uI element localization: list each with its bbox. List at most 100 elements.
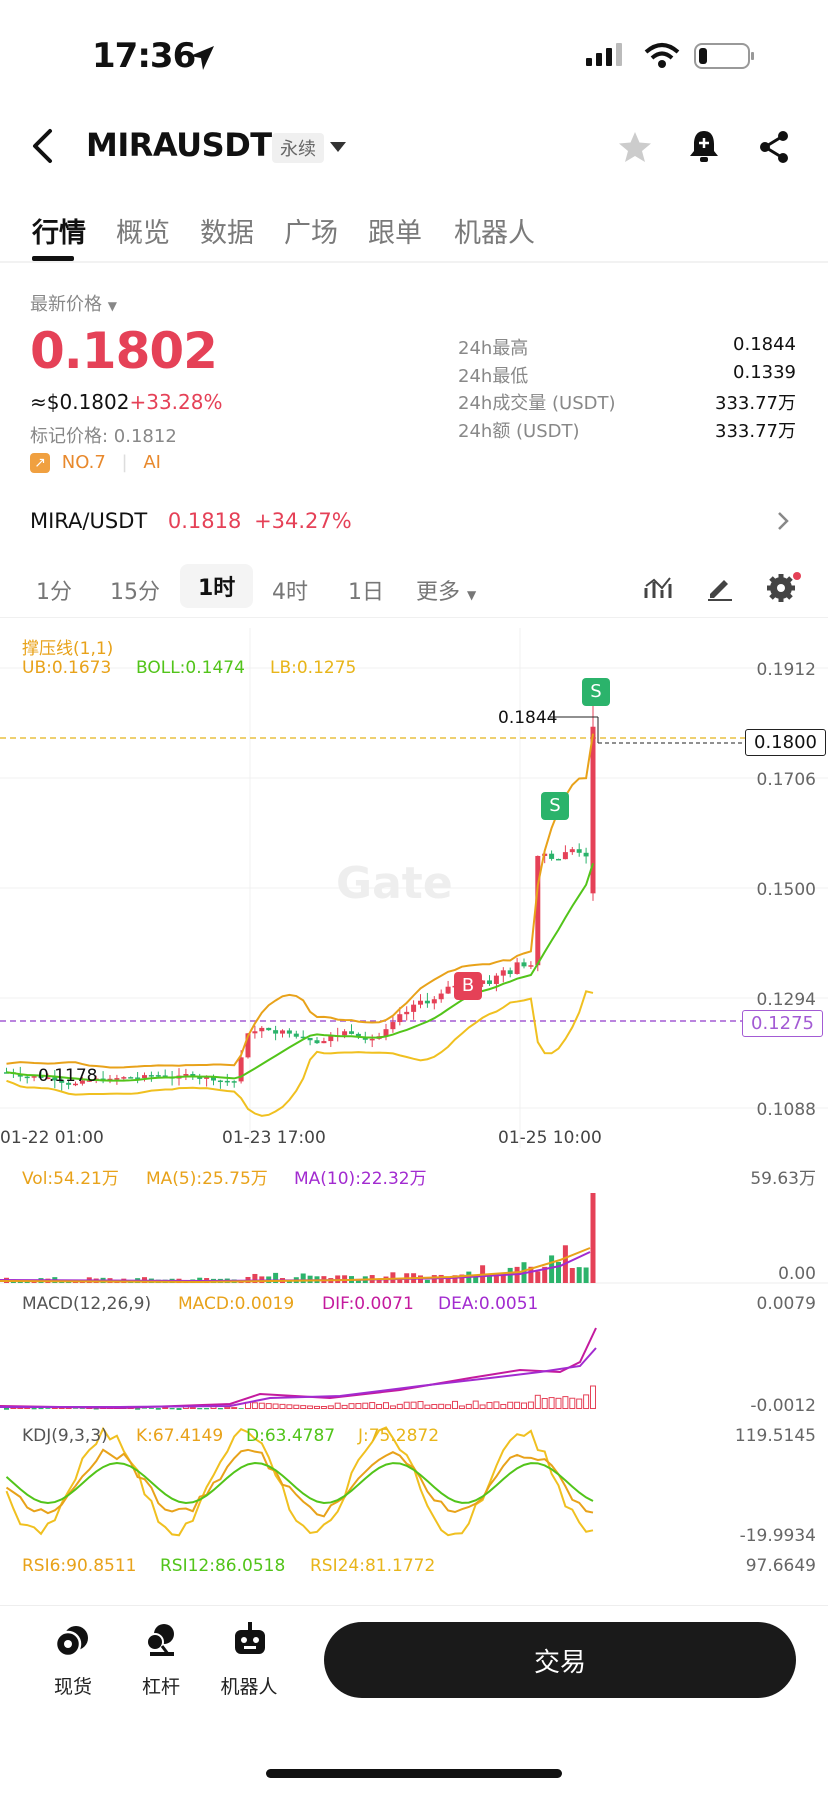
candle-body — [259, 1027, 265, 1032]
spot-pair-row[interactable]: MIRA/USDT 0.1818 +34.27% — [30, 509, 800, 533]
macd-bar — [265, 1403, 272, 1409]
battery-icon — [694, 43, 754, 69]
macd-bar — [500, 1404, 507, 1410]
y-tick: 0.1294 — [756, 990, 816, 1010]
tab-square[interactable]: 广场 — [284, 218, 338, 249]
contract-badge: 永续 — [272, 133, 324, 163]
macd-bar — [383, 1402, 389, 1409]
spot-coin-icon[interactable] — [56, 1624, 90, 1658]
kdj-d-line — [5, 1461, 594, 1505]
candlestick-chart[interactable]: Gate — [0, 628, 828, 1148]
stat-value-low: 0.1339 — [733, 362, 796, 383]
candle-body — [66, 1082, 72, 1085]
back-icon[interactable] — [30, 128, 56, 164]
share-icon[interactable] — [758, 130, 790, 164]
margin-icon[interactable] — [144, 1622, 180, 1658]
tab-overview[interactable]: 概览 — [116, 218, 170, 249]
indicator-icon[interactable] — [644, 574, 674, 602]
candle-body — [562, 852, 568, 860]
candle-body — [31, 1076, 37, 1078]
candle-body — [556, 858, 561, 861]
candle-body — [569, 849, 575, 853]
tab-data[interactable]: 数据 — [200, 218, 254, 249]
x-tick: 01-23 17:00 — [222, 1128, 326, 1148]
y-tick: 0.1912 — [756, 660, 816, 680]
candle-body — [204, 1077, 210, 1079]
macd-bar — [583, 1394, 590, 1410]
macd-bar — [438, 1403, 445, 1409]
candle-body — [73, 1083, 78, 1086]
macd-bar — [79, 1408, 85, 1409]
candle-body — [445, 986, 451, 994]
candle-body — [224, 1080, 230, 1083]
candle-body — [424, 1000, 430, 1004]
macd-bar — [569, 1397, 576, 1409]
macd-bar — [38, 1408, 44, 1410]
volume-bar — [424, 1279, 430, 1283]
pair-change: +34.27% — [254, 509, 352, 533]
buy-marker[interactable]: B — [454, 972, 482, 1000]
sell-marker[interactable]: S — [582, 678, 610, 706]
candle-body — [266, 1027, 272, 1031]
active-tab-indicator — [32, 256, 74, 261]
lb-value: LB:0.1275 — [270, 658, 357, 678]
macd-axis-bottom: -0.0012 — [750, 1396, 816, 1416]
macd-bar — [465, 1403, 472, 1410]
period-1h[interactable]: 1时 — [180, 564, 254, 608]
tab-market[interactable]: 行情 — [32, 218, 86, 249]
period-4h[interactable]: 4时 — [272, 580, 308, 605]
macd-bar — [458, 1405, 465, 1410]
candle-body — [390, 1022, 396, 1030]
period-15m[interactable]: 15分 — [110, 580, 160, 605]
chevron-down-icon[interactable] — [329, 141, 347, 153]
nav-bot[interactable]: 机器人 — [220, 1676, 278, 1698]
candle-body — [535, 855, 541, 966]
macd-value: MACD:0.0019 — [178, 1294, 295, 1314]
x-tick: 01-22 01:00 — [0, 1128, 104, 1148]
candle-body — [280, 1030, 285, 1034]
macd-bar — [527, 1401, 534, 1409]
tab-bot[interactable]: 机器人 — [454, 218, 535, 249]
macd-bar — [576, 1398, 583, 1409]
period-more[interactable]: 更多 ▼ — [416, 574, 476, 606]
alert-bell-icon[interactable] — [688, 128, 720, 164]
price-type-selector[interactable]: 最新价格 ▼ — [30, 290, 117, 316]
vol-ma10: MA(10):22.32万 — [294, 1169, 427, 1189]
usd-price-line: ≈$0.1802+33.28% — [30, 390, 223, 414]
tab-copy-trade[interactable]: 跟单 — [368, 218, 422, 249]
macd-bar — [452, 1400, 458, 1410]
stat-value-turnover: 333.77万 — [715, 421, 796, 442]
chevron-right-icon[interactable] — [776, 510, 790, 532]
period-more-label: 更多 — [416, 580, 461, 605]
sell-marker[interactable]: S — [541, 792, 569, 820]
mark-price: 标记价格: 0.1812 — [30, 426, 177, 447]
volume-bar — [549, 1255, 555, 1283]
vol-ma5-line — [0, 1247, 591, 1284]
macd-bar — [472, 1400, 479, 1409]
macd-bar — [4, 1408, 9, 1410]
macd-bar — [514, 1401, 521, 1409]
robot-icon[interactable] — [232, 1620, 268, 1658]
candle-body — [162, 1075, 168, 1078]
macd-bar — [493, 1401, 500, 1410]
indicator-name: 撑压线(1,1) — [22, 639, 114, 659]
macd-bar — [334, 1402, 341, 1410]
period-1m[interactable]: 1分 — [36, 580, 72, 605]
rank-row[interactable]: ↗ NO.7 | AI — [30, 452, 161, 473]
trade-button[interactable]: 交易 — [324, 1622, 796, 1698]
draw-pencil-icon[interactable] — [706, 574, 734, 602]
candle-body — [59, 1080, 65, 1083]
period-1d[interactable]: 1日 — [348, 580, 384, 605]
nav-margin[interactable]: 杠杆 — [141, 1676, 180, 1698]
star-icon[interactable] — [617, 130, 653, 164]
lb-line — [6, 990, 594, 1117]
settings-gear-icon[interactable] — [766, 570, 802, 604]
volume-bar — [376, 1279, 382, 1283]
candle-body — [307, 1037, 313, 1041]
candle-body — [493, 975, 499, 984]
signal-icon — [586, 43, 622, 66]
nav-spot[interactable]: 现货 — [53, 1676, 92, 1698]
macd-bar — [93, 1408, 99, 1410]
macd-bar — [521, 1402, 527, 1409]
macd-bar — [534, 1394, 541, 1409]
